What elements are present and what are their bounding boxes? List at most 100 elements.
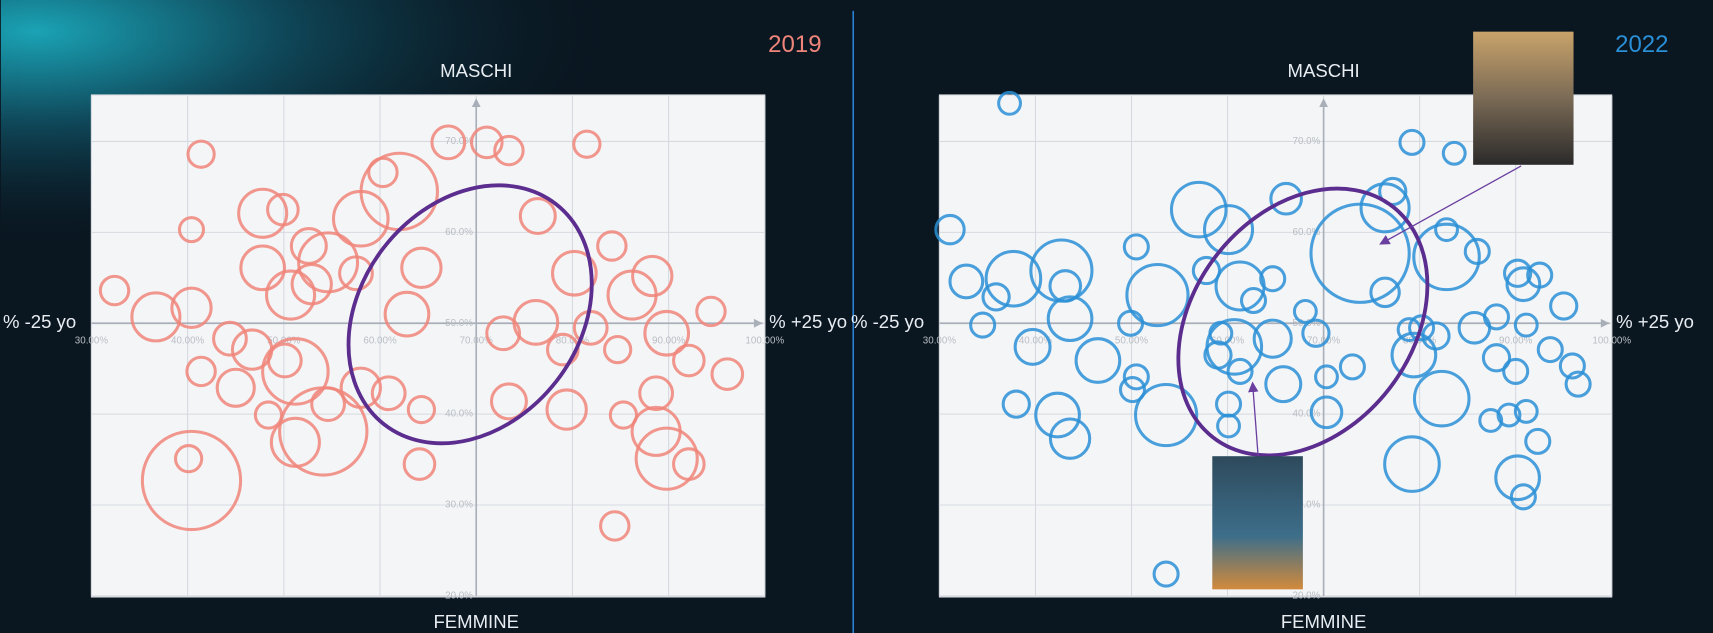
annotations bbox=[346, 31, 1574, 590]
y-tick-label: 20.0% bbox=[1293, 590, 1321, 601]
bubble bbox=[485, 315, 522, 352]
bubble bbox=[1252, 318, 1293, 359]
x-tick-label: 100.00% bbox=[745, 335, 784, 346]
bubble bbox=[383, 290, 431, 338]
bubble bbox=[1564, 370, 1592, 398]
bubble bbox=[1125, 262, 1190, 328]
x-tick-label: 70.00% bbox=[1307, 335, 1341, 346]
bubble bbox=[1558, 352, 1586, 380]
y-axis-arrow bbox=[471, 98, 481, 107]
bubble bbox=[1502, 357, 1530, 385]
bubble bbox=[603, 334, 633, 365]
bubble bbox=[1314, 364, 1339, 390]
bubble bbox=[1478, 408, 1504, 433]
bubble bbox=[98, 274, 131, 307]
arrow bbox=[1248, 381, 1259, 457]
x-axis-label-left: % -25 yo bbox=[851, 311, 924, 332]
bubble bbox=[631, 254, 674, 298]
y-axis-label-top: MASCHI bbox=[1288, 60, 1360, 81]
bubble bbox=[1239, 286, 1268, 315]
bubble bbox=[643, 309, 691, 357]
bubble bbox=[170, 286, 213, 329]
bubble bbox=[672, 343, 706, 378]
bubble bbox=[634, 426, 699, 491]
x-axis-label-right: % +25 yo bbox=[769, 311, 847, 332]
bubble bbox=[1309, 395, 1344, 430]
bubble bbox=[173, 444, 204, 474]
bubble bbox=[310, 386, 346, 423]
x-tick-label: 80.00% bbox=[556, 335, 590, 346]
bubble bbox=[1549, 291, 1579, 321]
bubble bbox=[266, 192, 300, 227]
bubble bbox=[1216, 413, 1241, 439]
bubble bbox=[470, 125, 504, 160]
highlight-ellipse bbox=[1176, 186, 1430, 458]
poster-image bbox=[1212, 456, 1303, 590]
x-tick-label: 40.00% bbox=[171, 335, 205, 346]
y-tick-label: 70.0% bbox=[445, 136, 473, 147]
bubble bbox=[1513, 312, 1539, 338]
bubble bbox=[512, 298, 560, 346]
bubble bbox=[550, 249, 598, 297]
bubble bbox=[1513, 398, 1539, 424]
bubble bbox=[1536, 336, 1564, 364]
bubble bbox=[1292, 298, 1318, 324]
bubble bbox=[638, 375, 675, 412]
bubble bbox=[1118, 376, 1147, 404]
bubble bbox=[599, 510, 631, 542]
bubble bbox=[1412, 222, 1481, 292]
bubble bbox=[1496, 402, 1522, 428]
bubble bbox=[489, 382, 528, 421]
bubble bbox=[253, 400, 284, 430]
y-tick-label: 30.0% bbox=[1293, 500, 1321, 511]
bubble bbox=[1505, 266, 1542, 303]
bubble bbox=[1421, 321, 1451, 351]
bubble bbox=[1152, 560, 1180, 588]
x-tick-label: 90.00% bbox=[1499, 335, 1533, 346]
bubble bbox=[1001, 389, 1031, 419]
bubble bbox=[1134, 382, 1199, 448]
bubble bbox=[1264, 365, 1303, 404]
bubble bbox=[1034, 391, 1081, 439]
bubble bbox=[1390, 331, 1438, 379]
bubble bbox=[606, 269, 658, 321]
y-axis-arrow bbox=[1319, 98, 1328, 107]
bubble bbox=[266, 342, 303, 379]
bubble bbox=[186, 139, 216, 169]
bubble bbox=[1046, 295, 1094, 343]
y-tick-label: 20.0% bbox=[445, 590, 473, 601]
bubble bbox=[545, 388, 588, 431]
x-tick-label: 100.00% bbox=[1592, 335, 1631, 346]
plot-area bbox=[90, 94, 766, 598]
bubble bbox=[1524, 427, 1552, 455]
bubble bbox=[140, 429, 243, 532]
bubble bbox=[338, 255, 374, 292]
bubble bbox=[400, 246, 443, 289]
bubble bbox=[596, 230, 628, 262]
x-axis-label-left: % -25 yo bbox=[3, 311, 76, 332]
y-axis-label-bottom: FEMMINE bbox=[433, 611, 519, 632]
bubble bbox=[177, 216, 206, 244]
bubble bbox=[1338, 353, 1366, 381]
bubble bbox=[1383, 435, 1441, 493]
bubble bbox=[1208, 320, 1234, 346]
bubble bbox=[695, 295, 727, 328]
y-tick-label: 30.0% bbox=[445, 500, 473, 511]
bubble bbox=[1269, 181, 1303, 216]
bubble bbox=[1482, 303, 1511, 331]
bubble bbox=[1502, 258, 1533, 288]
bubble bbox=[239, 244, 287, 292]
bubble bbox=[1226, 357, 1254, 385]
bubble bbox=[1048, 269, 1083, 303]
bubble bbox=[1301, 318, 1331, 348]
bubble bbox=[981, 282, 1011, 312]
x-axis-arrow bbox=[1600, 318, 1610, 328]
y-tick-label: 60.0% bbox=[1293, 227, 1321, 238]
bubble bbox=[493, 134, 525, 167]
x-tick-label: 60.00% bbox=[363, 335, 397, 346]
bubble bbox=[290, 262, 333, 306]
bubble bbox=[261, 337, 330, 406]
x-tick-label: 50.00% bbox=[1115, 335, 1149, 346]
bubble bbox=[265, 269, 317, 321]
x-tick-label: 30.00% bbox=[923, 335, 957, 346]
